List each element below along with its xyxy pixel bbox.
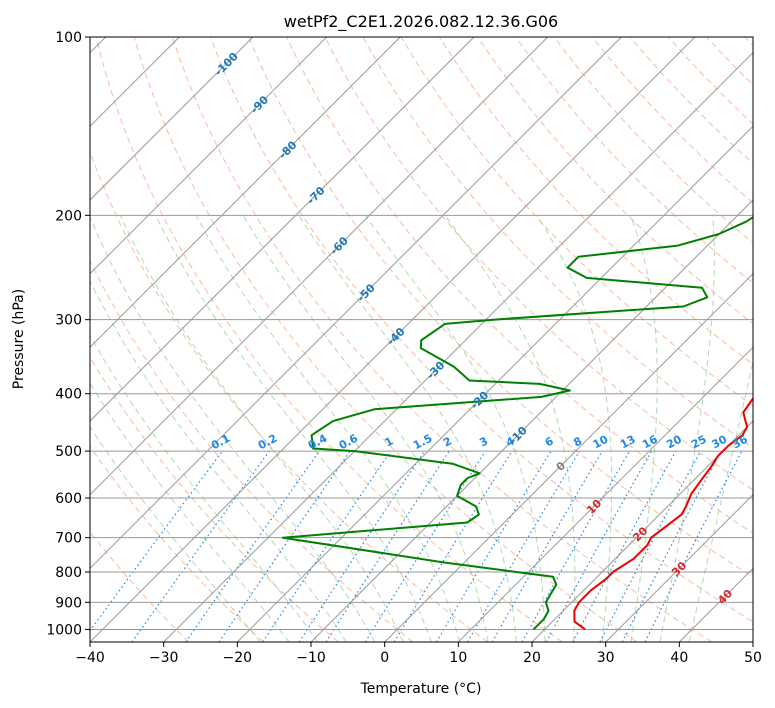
moist-adiabat-line (90, 215, 376, 642)
moist-adiabat-line (364, 215, 546, 642)
mixing-ratio-label: 20 (664, 433, 684, 452)
mixing-ratio-line (466, 450, 580, 642)
x-tick-label: −40 (75, 650, 105, 666)
isotherm-line (90, 37, 549, 496)
isotherm-line (605, 493, 753, 642)
x-tick-label: 10 (449, 650, 467, 666)
dry-adiabat-line (286, 37, 753, 534)
isotherm-line (310, 199, 753, 642)
y-tick-label: 900 (55, 595, 82, 611)
mixing-ratio-line (262, 450, 392, 642)
chart-title: wetPf2_C2E1.2026.082.12.36.G06 (284, 12, 558, 32)
isotherm-line (163, 51, 753, 642)
x-tick-label: −20 (223, 650, 253, 666)
y-tick-label: 500 (55, 444, 82, 460)
isotherm-line (236, 125, 753, 642)
mixing-ratio-label: 16 (640, 433, 660, 452)
isotherm-line (531, 420, 753, 642)
y-tick-label: 700 (55, 531, 82, 547)
mixing-ratio-line (435, 450, 552, 642)
x-tick-label: 40 (670, 650, 688, 666)
mixing-ratio-line (599, 450, 702, 642)
moist-adiabat-line (536, 215, 613, 642)
y-tick-label: 100 (55, 30, 82, 46)
isotherm-line (90, 37, 328, 275)
moist-adiabat-line (90, 426, 261, 642)
x-tick-label: −10 (296, 650, 326, 666)
x-tick-label: 0 (380, 650, 389, 666)
dry-adiabat-line (95, 37, 563, 642)
y-axis-title: Pressure (hPa) (11, 289, 27, 389)
mixing-ratio-line (218, 450, 351, 642)
profile-lines (281, 216, 753, 631)
y-axis: 100 200 300 400 500 600 700 800 900 1000 (46, 30, 90, 638)
x-tick-label: 30 (597, 650, 615, 666)
mixing-ratio-label: 10 (591, 433, 611, 452)
isotherm-line (90, 37, 696, 642)
mixing-ratio-label: 13 (618, 433, 638, 452)
y-tick-label: 400 (55, 387, 82, 403)
isotherm-line (90, 37, 254, 201)
isotherm-line (90, 37, 475, 422)
temperature-profile-line (573, 396, 753, 631)
moist-adiabat-line (120, 215, 404, 642)
isotherm-line (457, 346, 753, 642)
moist-adiabat-line (155, 215, 432, 642)
y-tick-label: 800 (55, 565, 82, 581)
mixing-ratio-line (364, 450, 486, 642)
mixing-ratio-line (572, 450, 677, 642)
dry-adiabat-line (248, 37, 753, 578)
dry-adiabat-line (515, 37, 753, 284)
dry-adiabat-line (90, 445, 264, 642)
x-axis: −40 −30 −20 −10 0 10 20 30 40 50 (75, 642, 762, 666)
plot-frame (89, 36, 754, 643)
mixing-ratio-line (298, 450, 425, 642)
mixing-ratio-label: 25 (689, 433, 709, 452)
dry-adiabat-line (324, 37, 753, 491)
x-axis-title: Temperature (°C) (360, 681, 482, 697)
isotherm-line (384, 272, 753, 642)
isotherm-line (90, 37, 401, 349)
moist-adiabat-line (444, 215, 576, 642)
moist-adiabat-line (90, 382, 290, 642)
y-tick-label: 600 (55, 491, 82, 507)
moist-adiabat-line (630, 215, 658, 642)
dewpoint-profile-line (281, 216, 753, 631)
mixing-ratio-label: 30 (710, 433, 730, 452)
mixing-ratio-line (325, 450, 450, 642)
x-tick-label: −30 (149, 650, 179, 666)
moist-adiabat-line (195, 215, 461, 642)
isotherm-lines (90, 37, 753, 642)
y-tick-label: 300 (55, 313, 82, 329)
pressure-gridlines (90, 37, 753, 630)
dry-adiabat-line (210, 37, 753, 623)
y-tick-label: 1000 (46, 622, 82, 638)
dry-adiabat-line (171, 37, 712, 642)
dry-adiabat-line (90, 259, 414, 642)
moist-adiabat-line (90, 279, 347, 642)
mixing-ratio-label: 36 (730, 433, 750, 452)
mixing-ratio-line (185, 450, 320, 642)
x-tick-label: 50 (744, 650, 762, 666)
moist-adiabat-line (90, 334, 319, 642)
x-tick-label: 20 (523, 650, 541, 666)
y-tick-label: 200 (55, 208, 82, 224)
isotherm-line (90, 37, 622, 570)
